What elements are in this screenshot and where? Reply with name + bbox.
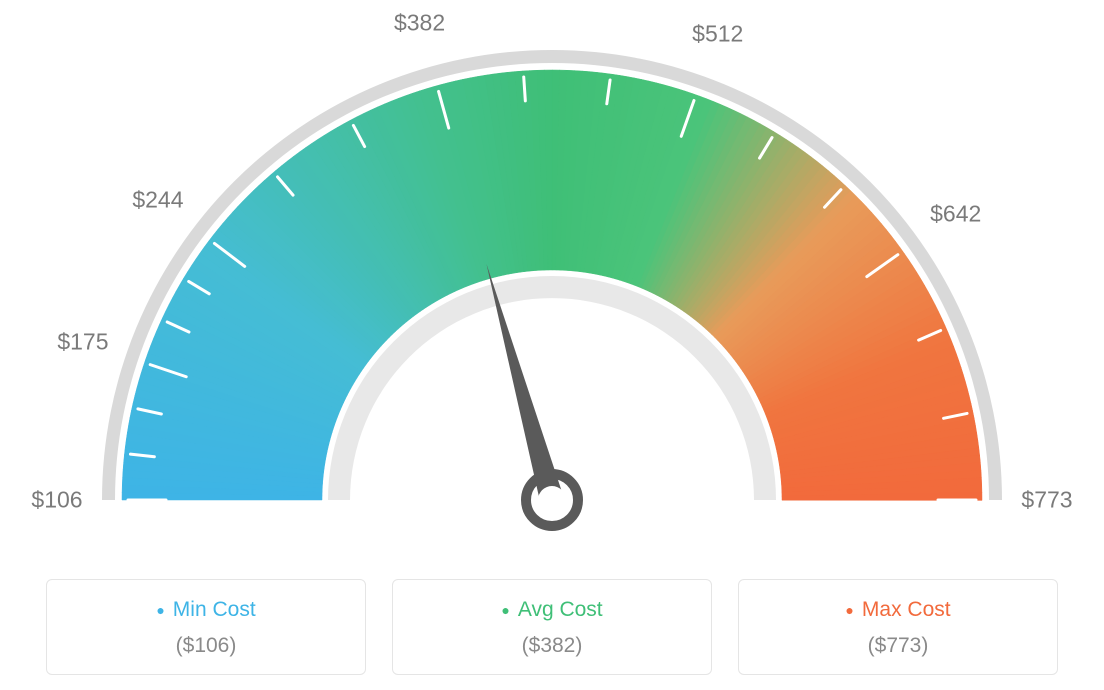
legend-title-max: Max Cost	[749, 598, 1047, 622]
gauge-tick-label: $512	[692, 20, 743, 47]
legend-title-min: Min Cost	[57, 598, 355, 622]
legend-row: Min Cost ($106) Avg Cost ($382) Max Cost…	[0, 579, 1104, 675]
legend-value-avg: ($382)	[403, 634, 701, 658]
gauge-tick-label: $773	[1021, 487, 1072, 514]
gauge-tick-label: $175	[57, 328, 108, 355]
legend-value-min: ($106)	[57, 634, 355, 658]
legend-card-avg: Avg Cost ($382)	[392, 579, 712, 675]
legend-title-avg: Avg Cost	[403, 598, 701, 622]
cost-gauge: $106 $175 $244 $382 $512 $642 $773	[0, 0, 1104, 560]
legend-card-min: Min Cost ($106)	[46, 579, 366, 675]
gauge-tick-label: $642	[930, 200, 981, 227]
gauge-tick-label: $244	[132, 187, 183, 214]
gauge-tick-label: $382	[394, 10, 445, 37]
gauge-svg	[0, 0, 1104, 560]
gauge-tick-label: $106	[31, 487, 82, 514]
legend-card-max: Max Cost ($773)	[738, 579, 1058, 675]
legend-value-max: ($773)	[749, 634, 1047, 658]
